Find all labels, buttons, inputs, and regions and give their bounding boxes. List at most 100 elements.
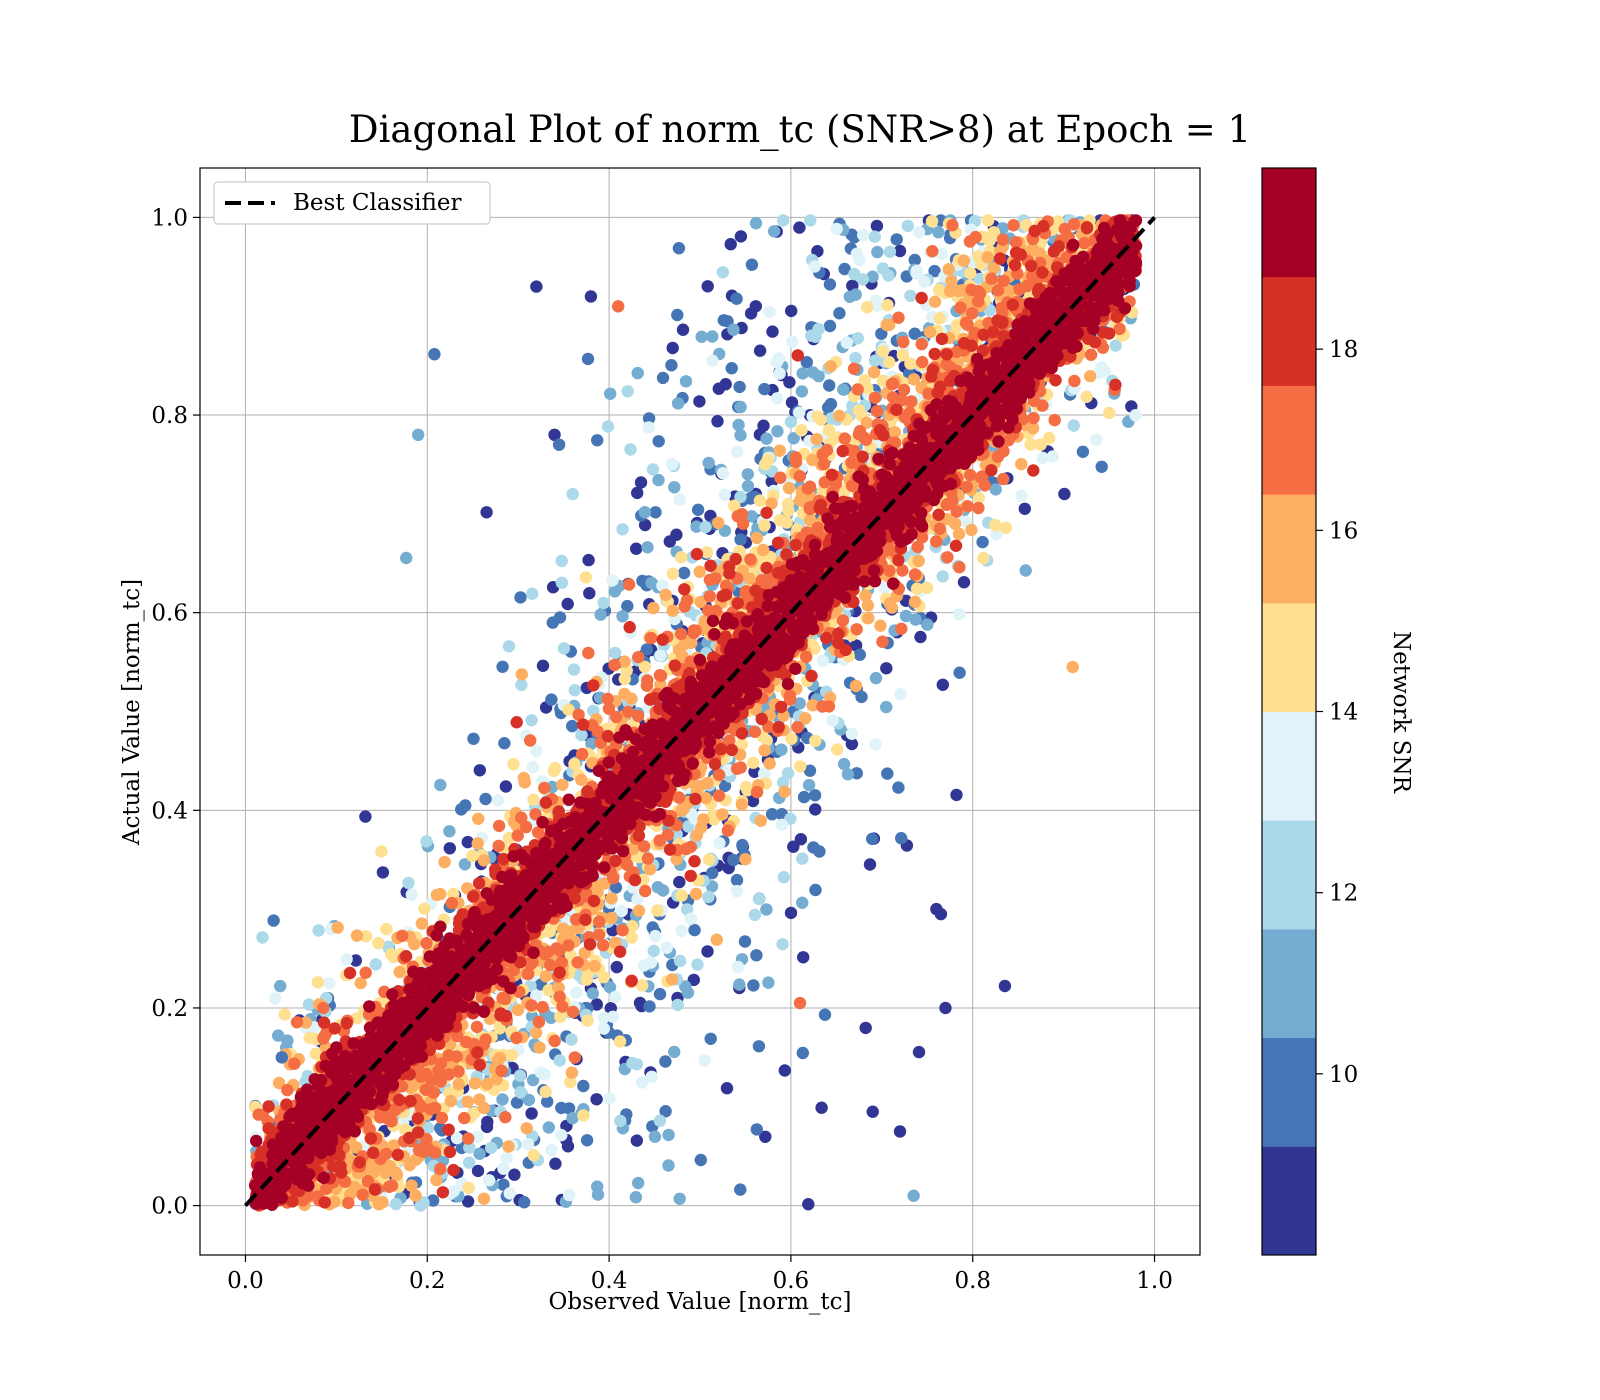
scatter-point [420,937,433,950]
scatter-point [740,780,753,794]
scatter-point [547,764,561,778]
scatter-point [849,639,863,652]
scatter-point [641,852,655,865]
scatter-point [497,1178,510,1191]
scatter-point [867,366,881,379]
scatter-point [405,888,418,901]
scatter-point [774,471,787,484]
scatter-point [1034,438,1047,451]
scatter-point [880,662,893,675]
scatter-point [710,933,723,946]
scatter-point [471,1164,485,1178]
scatter-point [932,226,945,239]
scatter-point [671,308,684,322]
scatter-point [890,233,903,246]
scatter-point [646,463,660,476]
scatter-point [400,551,413,565]
scatter-point [802,1198,815,1211]
scatter-point [695,330,708,343]
scatter-point [438,855,451,869]
scatter-point [693,565,706,578]
scatter-point [989,518,1002,532]
scatter-point [597,939,610,952]
scatter-point [981,214,995,227]
scatter-point [849,288,862,301]
scatter-point [420,835,433,848]
scatter-point [881,298,894,312]
scatter-point [640,643,654,656]
scatter-point [499,780,513,793]
scatter-point [554,1010,567,1023]
scatter-point [626,1056,639,1070]
scatter-point [526,587,539,600]
scatter-point [553,611,567,624]
scatter-point [555,1101,568,1115]
scatter-point [624,443,637,456]
scatter-point [555,576,569,589]
scatter-point [553,1054,566,1067]
scatter-point [752,1040,766,1053]
scatter-point [679,375,693,388]
scatter-point [317,1032,330,1045]
scatter-point [556,778,569,791]
scatter-point [815,1101,828,1114]
scatter-point [771,425,784,438]
scatter-point [673,875,686,889]
scatter-point [641,541,654,554]
scatter-point [759,1130,772,1144]
scatter-point [838,262,851,276]
scatter-point [691,958,704,971]
scatter-point [734,429,747,442]
scatter-point [901,219,914,233]
scatter-point [496,1093,509,1106]
scatter-point [899,609,913,623]
scatter-point [303,1031,316,1044]
scatter-point [581,1014,594,1027]
scatter-point [514,591,527,604]
scatter-point [804,214,817,227]
scatter-point [653,1114,667,1127]
scatter-point [672,791,686,804]
scatter-point [281,1083,294,1097]
scatter-point [738,935,752,948]
scatter-point [784,415,798,429]
scatter-point [806,366,820,379]
scatter-point [382,1180,396,1194]
scatter-point [699,520,712,534]
scatter-point [959,316,973,330]
scatter-point [925,215,939,228]
scatter-point [823,379,836,392]
scatter-point [631,892,644,906]
scatter-point [735,798,749,811]
scatter-point [498,737,511,750]
scatter-point [538,1068,551,1081]
scatter-point [473,1147,486,1161]
scatter-point [675,924,688,937]
scatter-point [930,535,943,548]
scatter-point [272,1029,285,1042]
scatter-point [718,488,731,501]
scatter-point [614,1114,627,1128]
scatter-point [643,1000,656,1013]
scatter-point [675,551,688,564]
scatter-point [1018,502,1031,515]
scatter-point [575,728,588,742]
scatter-point [936,678,949,691]
scatter-point [443,825,456,838]
scatter-point [359,810,372,823]
scatter-point [500,1152,513,1165]
scatter-point [499,1111,512,1124]
scatter-point [418,902,431,915]
scatter-point [548,1034,561,1048]
scatter-point [497,1162,510,1175]
scatter-point [824,360,837,373]
scatter-point [479,792,492,806]
scatter-point [730,873,744,887]
scatter-point [606,1010,620,1023]
scatter-point [771,392,784,405]
scatter-point [758,382,771,396]
scatter-point [787,432,800,445]
scatter-point [530,1026,543,1040]
scatter-point [796,367,809,380]
scatter-point [565,1066,578,1079]
